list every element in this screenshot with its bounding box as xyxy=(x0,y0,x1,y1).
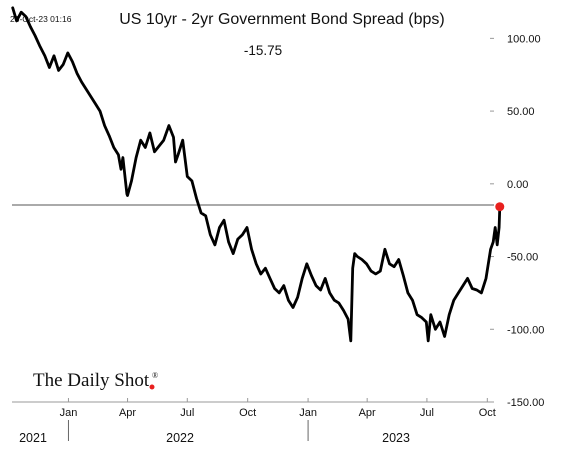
last-value-marker xyxy=(495,202,505,212)
logo-text: The Daily Shot xyxy=(33,370,150,391)
y-tick-label: 50.00 xyxy=(507,106,535,118)
y-tick-label: 0.00 xyxy=(507,179,528,191)
y-axis: 100.00 50.00 0.00 -50.00 -100.00 -150.00 xyxy=(490,33,544,409)
y-tick-label: -150.00 xyxy=(507,397,544,409)
year-label: 2022 xyxy=(166,431,194,445)
x-tick-label: Jan xyxy=(299,407,317,419)
x-tick-label: Apr xyxy=(119,407,136,419)
x-tick-label: Jul xyxy=(420,407,434,419)
x-tick-label: Oct xyxy=(479,407,496,419)
y-tick-label: -50.00 xyxy=(507,252,538,264)
y-tick-label: 100.00 xyxy=(507,33,541,45)
year-label: 2023 xyxy=(382,431,410,445)
logo: The Daily Shot ® xyxy=(33,370,158,391)
chart-title: US 10yr - 2yr Government Bond Spread (bp… xyxy=(119,11,444,28)
logo-dot-icon xyxy=(149,384,155,390)
y-tick-label: -100.00 xyxy=(507,324,544,336)
x-tick-label: Oct xyxy=(239,407,256,419)
x-tick-label: Jan xyxy=(60,407,78,419)
series-line xyxy=(11,6,502,343)
year-label: 2021 xyxy=(19,431,47,445)
timestamp: 23-Oct-23 01:16 xyxy=(10,14,72,24)
x-tick-label: Jul xyxy=(180,407,194,419)
x-axis: Jan Apr Jul Oct Jan Apr Jul Oct 2021 2022 2023 xyxy=(12,398,496,445)
current-value: -15.75 xyxy=(244,43,282,58)
logo-registered-mark: ® xyxy=(152,371,158,380)
x-tick-label: Apr xyxy=(359,407,376,419)
